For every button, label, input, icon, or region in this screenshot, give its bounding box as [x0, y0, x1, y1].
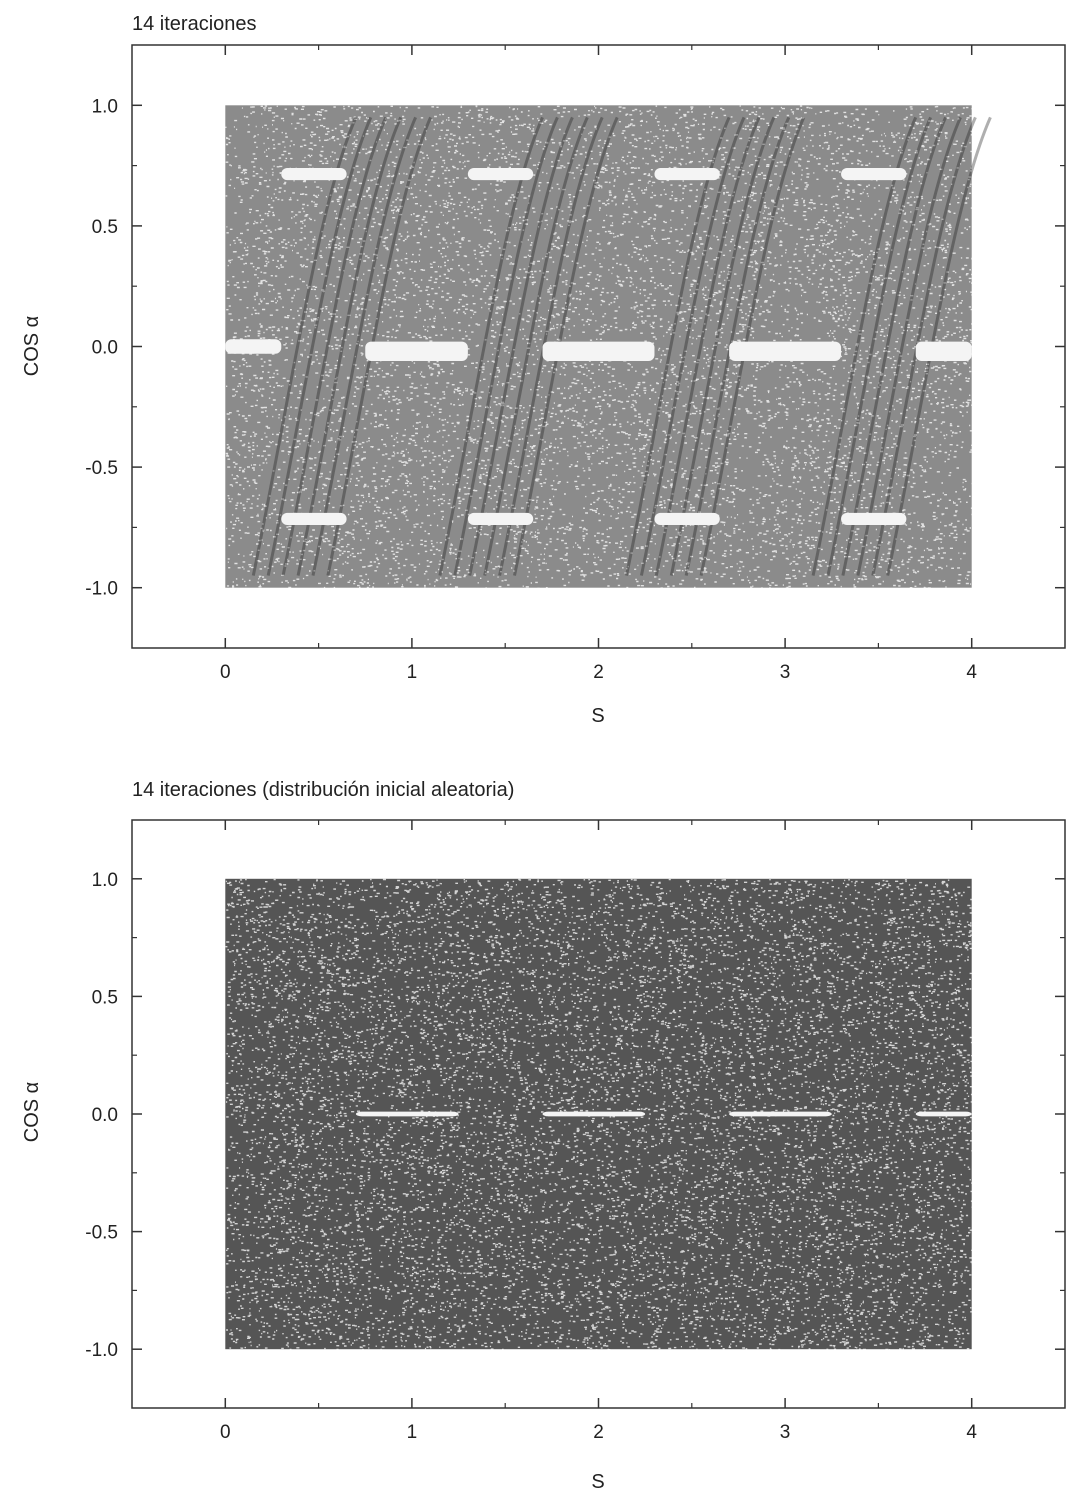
- streak-curve: [639, 116, 746, 576]
- empty-gap: [542, 1111, 646, 1117]
- streak-curve: [281, 116, 388, 576]
- empty-gap: [225, 339, 282, 354]
- x-tick-label: 4: [966, 662, 977, 683]
- streak-curve: [498, 116, 604, 576]
- y-tick-label: 0.5: [92, 217, 118, 238]
- x-axis-label: S: [591, 1471, 604, 1493]
- streak-curve: [468, 116, 574, 576]
- streak-curve: [513, 116, 619, 576]
- y-tick-label: 0.0: [92, 338, 118, 359]
- x-tick-label: 0: [220, 1422, 231, 1443]
- empty-gap: [467, 512, 534, 525]
- chart-title: 14 iteraciones (distribución inicial ale…: [132, 779, 514, 801]
- chart-panel-1: 14 iteraciones 0 1 2 3 4-1.0-0.50.00.51.0 S …: [21, 13, 1066, 727]
- x-tick-label: 1: [407, 1422, 418, 1443]
- empty-gap: [729, 341, 842, 361]
- streak-curve: [311, 116, 417, 576]
- x-tick-label: 0: [220, 662, 231, 683]
- chart-panel-2: 14 iteraciones (distribución inicial ale…: [21, 779, 1066, 1493]
- x-tick-label: 4: [966, 1422, 977, 1443]
- axes: 0 1 2 3 4 -1.0 -0.5 0.0 0.5 1.0: [85, 45, 1065, 683]
- empty-gap: [355, 1111, 459, 1117]
- empty-gap: [729, 1111, 832, 1117]
- scatter-points: [225, 878, 975, 1351]
- y-tick-label: -1.0: [85, 1340, 118, 1361]
- scatter-speckle: [225, 878, 975, 1351]
- streak-curve: [871, 116, 977, 576]
- y-tick-label: -0.5: [85, 1223, 118, 1244]
- streak-curve: [886, 116, 992, 576]
- streak-curve: [296, 116, 403, 576]
- streak-curve: [326, 116, 432, 576]
- empty-gap: [542, 341, 655, 361]
- y-tick-label: 1.0: [92, 870, 118, 891]
- streak-curve: [826, 116, 932, 576]
- empty-gap: [654, 168, 720, 181]
- x-tick-label: 1: [407, 662, 418, 683]
- x-tick-label: 2: [593, 1422, 604, 1443]
- streak-curve: [699, 116, 806, 576]
- empty-gap: [365, 341, 468, 361]
- empty-gap: [654, 512, 720, 525]
- x-tick-label: 3: [780, 662, 791, 683]
- streak-curve: [811, 116, 918, 576]
- y-tick-label: 1.0: [92, 96, 118, 117]
- axes: 0 1 2 3 4 -1.0 -0.5 0.0 0.5 1.0: [85, 820, 1065, 1443]
- y-tick-label: -0.5: [85, 458, 118, 479]
- chart-title: 14 iteraciones: [132, 13, 257, 35]
- y-tick-label: 0.5: [92, 987, 118, 1008]
- scatter-points: [225, 105, 992, 590]
- streak-curve: [684, 116, 791, 576]
- streak-curve: [856, 116, 962, 576]
- empty-gap: [467, 168, 534, 181]
- y-axis-label: COS α: [21, 1082, 43, 1142]
- x-tick-label: 3: [780, 1422, 791, 1443]
- empty-gap: [281, 168, 347, 181]
- empty-gap: [915, 341, 972, 361]
- streak-curve: [625, 116, 731, 576]
- streak-curve: [654, 116, 761, 576]
- streak-curve: [453, 116, 559, 576]
- streak-curve: [669, 116, 776, 576]
- x-axis-label: S: [591, 705, 604, 727]
- y-tick-label: -1.0: [85, 579, 118, 600]
- streak-curve: [841, 116, 947, 576]
- y-tick-label: 0.0: [92, 1105, 118, 1126]
- empty-gap: [841, 512, 907, 525]
- empty-gap: [841, 168, 907, 181]
- streak-curve: [266, 116, 373, 576]
- y-axis-label: COS α: [21, 316, 43, 376]
- streak-curve: [251, 116, 358, 576]
- streak-curve: [438, 116, 544, 576]
- empty-gap: [281, 512, 347, 525]
- streak-curve: [483, 116, 589, 576]
- empty-gap: [915, 1111, 972, 1117]
- x-tick-label: 2: [593, 662, 604, 683]
